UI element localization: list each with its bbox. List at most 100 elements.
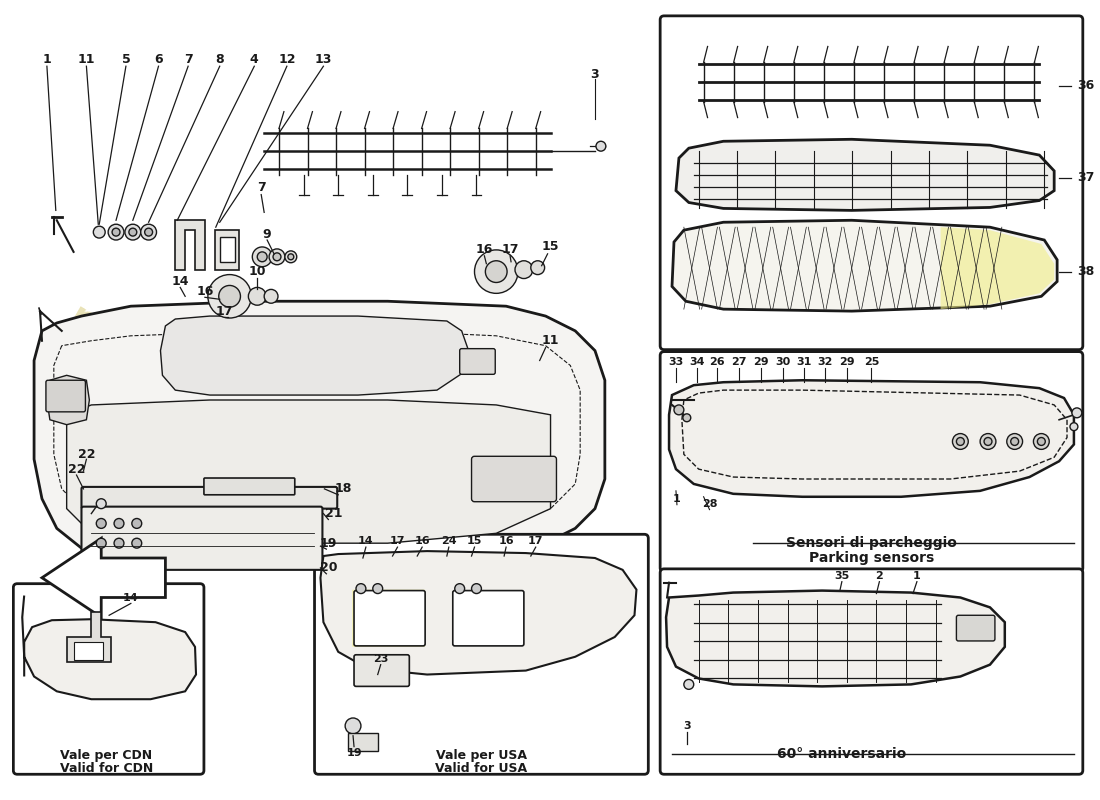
Text: Parking sensors: Parking sensors [808,551,934,565]
Text: passion for parts solutions: passion for parts solutions [64,298,553,601]
FancyBboxPatch shape [472,456,557,502]
Polygon shape [676,139,1054,210]
Circle shape [345,718,361,734]
Bar [74,642,103,660]
Circle shape [129,228,136,236]
Circle shape [953,434,968,450]
Text: 24: 24 [441,536,456,546]
Text: 17: 17 [389,536,405,546]
Circle shape [114,518,124,528]
Circle shape [141,224,156,240]
Text: 60° anniversario: 60° anniversario [778,746,906,761]
Text: 7: 7 [256,181,265,194]
Circle shape [252,247,272,266]
Text: Valid for USA: Valid for USA [436,762,528,775]
Circle shape [1071,408,1081,418]
Circle shape [208,274,251,318]
Text: 16: 16 [498,536,514,546]
Text: 20: 20 [320,562,337,574]
Polygon shape [175,220,205,270]
Text: 31: 31 [796,358,812,367]
Text: 27: 27 [732,358,747,367]
Circle shape [485,261,507,282]
FancyBboxPatch shape [453,590,524,646]
Text: 15: 15 [542,241,559,254]
Polygon shape [940,227,1054,309]
Text: 4: 4 [250,53,258,66]
Circle shape [531,261,544,274]
Circle shape [97,518,107,528]
Circle shape [684,679,694,690]
Polygon shape [320,551,637,674]
Text: 26: 26 [710,358,725,367]
Text: passion for parts solutions: passion for parts solutions [249,422,626,655]
Text: 19: 19 [346,747,362,758]
Text: 3: 3 [683,721,691,731]
Text: 9: 9 [263,227,272,241]
FancyBboxPatch shape [46,380,86,412]
Circle shape [145,228,153,236]
Text: 21: 21 [324,507,342,520]
Text: 19: 19 [320,537,337,550]
Circle shape [257,252,267,262]
Circle shape [596,142,606,151]
Circle shape [288,254,294,260]
FancyBboxPatch shape [460,349,495,374]
Circle shape [94,226,106,238]
FancyBboxPatch shape [660,16,1082,350]
Text: 1: 1 [913,570,921,581]
Bar [220,237,234,262]
Text: 7: 7 [184,53,192,66]
Circle shape [1033,434,1049,450]
Circle shape [956,438,965,446]
Circle shape [515,261,532,278]
Text: 22: 22 [68,462,86,476]
Text: 18: 18 [334,482,352,495]
Polygon shape [672,220,1057,311]
Circle shape [1037,438,1045,446]
Text: passion for parts solutions: passion for parts solutions [701,366,1002,552]
Text: 30: 30 [776,358,790,367]
Text: 13: 13 [315,53,332,66]
Circle shape [356,584,366,594]
Text: Sensori di parcheggio: Sensori di parcheggio [786,536,957,550]
Text: 3: 3 [591,68,600,81]
Polygon shape [47,375,89,425]
Text: 16: 16 [196,285,213,298]
Circle shape [373,584,383,594]
Circle shape [249,287,266,305]
Circle shape [474,250,518,294]
FancyBboxPatch shape [204,478,295,495]
Circle shape [114,538,124,548]
Circle shape [97,538,107,548]
FancyBboxPatch shape [354,590,425,646]
Circle shape [264,290,278,303]
Polygon shape [67,400,550,543]
Text: 10: 10 [249,265,266,278]
Circle shape [1006,434,1023,450]
Text: 6: 6 [154,53,163,66]
Text: 17: 17 [528,536,543,546]
Bar [348,733,377,750]
Circle shape [285,251,297,262]
Circle shape [219,286,241,307]
Text: 16: 16 [415,536,430,546]
FancyBboxPatch shape [81,506,322,570]
Polygon shape [214,230,240,270]
Text: 11: 11 [78,53,96,66]
Text: 15: 15 [466,536,482,546]
Text: 22: 22 [78,448,96,461]
Circle shape [270,249,285,265]
Text: 14: 14 [172,275,189,288]
Text: 32: 32 [817,358,833,367]
Text: Vale per CDN: Vale per CDN [60,749,152,762]
Circle shape [472,584,482,594]
Text: 38: 38 [1077,265,1094,278]
Text: 1: 1 [43,53,52,66]
Circle shape [108,224,124,240]
Circle shape [132,518,142,528]
Polygon shape [67,612,111,662]
Polygon shape [669,380,1074,497]
Polygon shape [34,302,605,563]
Circle shape [984,438,992,446]
